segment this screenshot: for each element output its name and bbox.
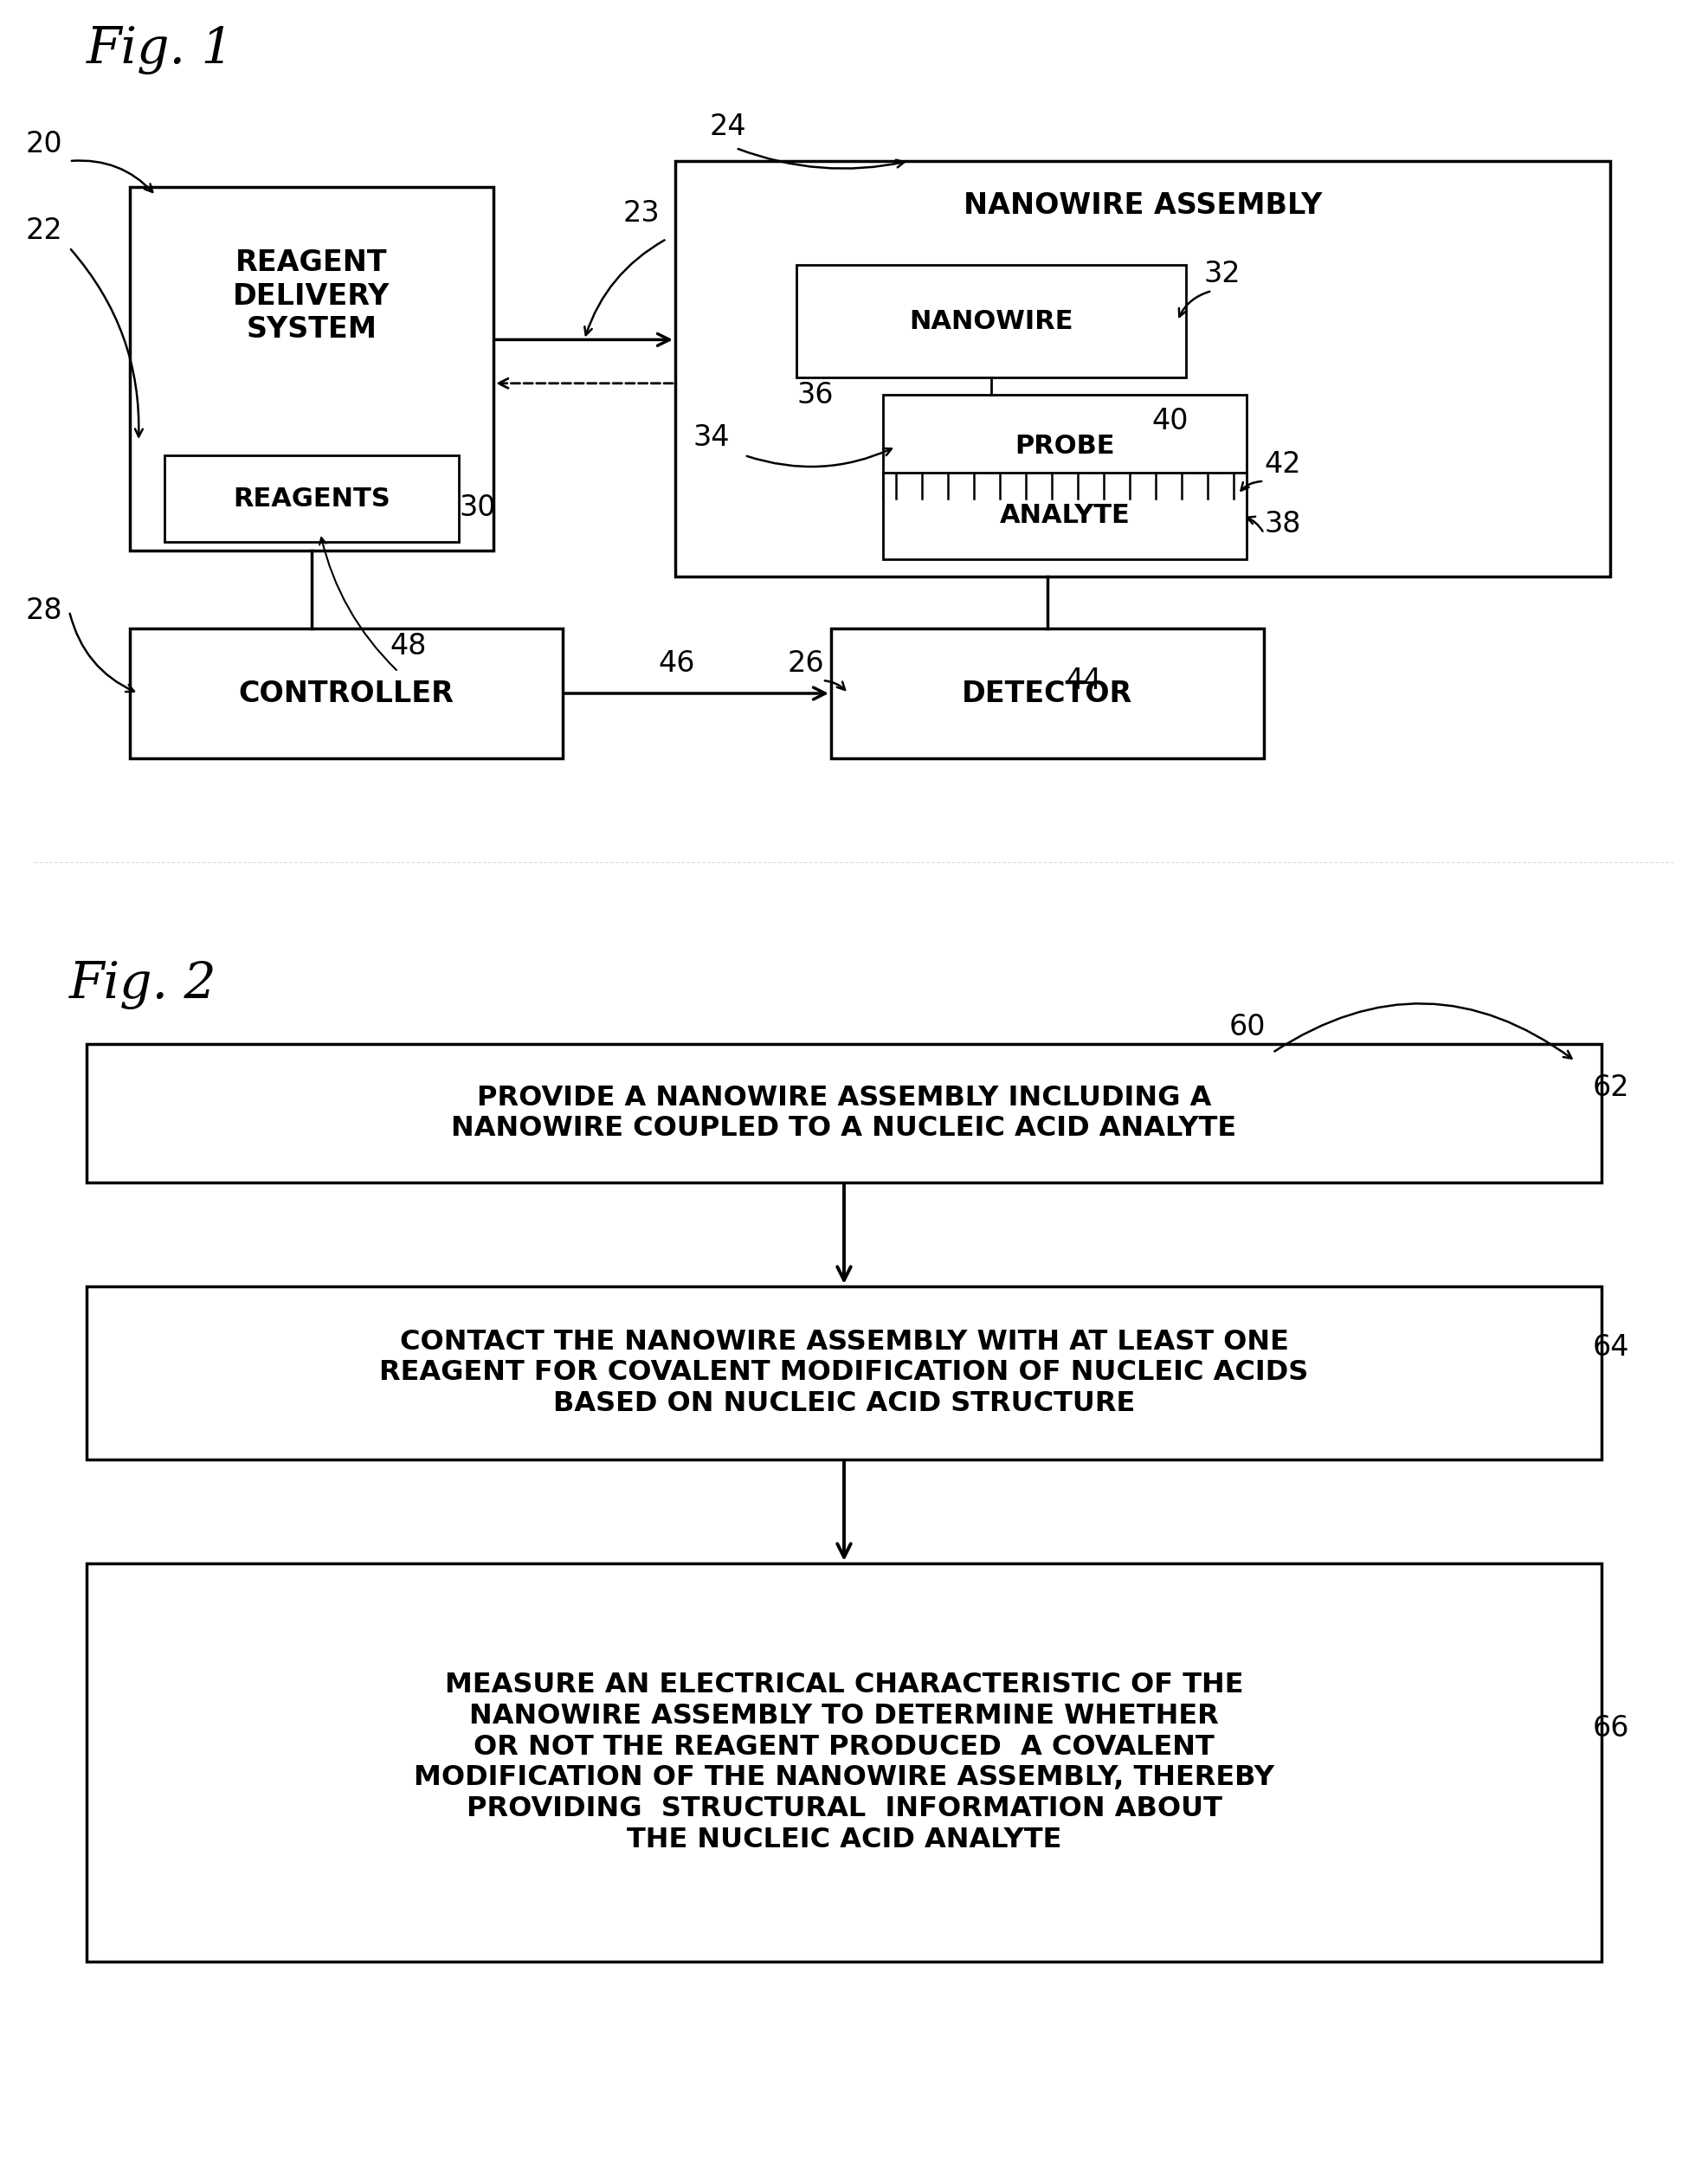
FancyBboxPatch shape	[883, 394, 1247, 499]
Text: DETECTOR: DETECTOR	[962, 680, 1132, 708]
Text: 44: 44	[1064, 666, 1102, 695]
Text: MEASURE AN ELECTRICAL CHARACTERISTIC OF THE
NANOWIRE ASSEMBLY TO DETERMINE WHETH: MEASURE AN ELECTRICAL CHARACTERISTIC OF …	[413, 1671, 1274, 1853]
Text: Fig. 1: Fig. 1	[87, 26, 234, 74]
FancyBboxPatch shape	[883, 473, 1247, 560]
Text: 46: 46	[658, 649, 695, 677]
Text: CONTROLLER: CONTROLLER	[239, 680, 454, 708]
Text: 34: 34	[692, 425, 729, 453]
Text: 48: 48	[389, 632, 427, 660]
FancyBboxPatch shape	[832, 629, 1264, 758]
Text: 36: 36	[796, 381, 834, 409]
Text: 32: 32	[1204, 259, 1240, 287]
Text: 28: 28	[26, 597, 63, 625]
Text: 20: 20	[26, 129, 63, 159]
FancyBboxPatch shape	[130, 187, 494, 551]
Text: Fig. 2: Fig. 2	[70, 960, 217, 1008]
FancyBboxPatch shape	[130, 629, 562, 758]
Text: 60: 60	[1230, 1013, 1266, 1041]
FancyBboxPatch shape	[675, 161, 1611, 577]
Text: PROVIDE A NANOWIRE ASSEMBLY INCLUDING A
NANOWIRE COUPLED TO A NUCLEIC ACID ANALY: PROVIDE A NANOWIRE ASSEMBLY INCLUDING A …	[451, 1085, 1237, 1141]
Text: NANOWIRE: NANOWIRE	[909, 309, 1073, 333]
Text: REAGENTS: REAGENTS	[232, 486, 391, 512]
FancyBboxPatch shape	[87, 1287, 1602, 1459]
Text: 42: 42	[1264, 449, 1301, 479]
FancyBboxPatch shape	[87, 1043, 1602, 1183]
Text: ANALYTE: ANALYTE	[999, 503, 1131, 529]
Text: PROBE: PROBE	[1015, 433, 1115, 460]
FancyBboxPatch shape	[164, 455, 459, 542]
FancyBboxPatch shape	[796, 266, 1185, 377]
Text: 23: 23	[623, 198, 661, 227]
Text: REAGENT
DELIVERY
SYSTEM: REAGENT DELIVERY SYSTEM	[232, 248, 389, 344]
Text: 30: 30	[459, 492, 495, 521]
Text: NANOWIRE ASSEMBLY: NANOWIRE ASSEMBLY	[963, 192, 1322, 220]
Text: 22: 22	[26, 216, 63, 244]
Text: 38: 38	[1264, 510, 1300, 538]
FancyBboxPatch shape	[87, 1564, 1602, 1962]
Text: 62: 62	[1594, 1074, 1629, 1102]
Text: 26: 26	[787, 649, 825, 677]
Text: CONTACT THE NANOWIRE ASSEMBLY WITH AT LEAST ONE
REAGENT FOR COVALENT MODIFICATIO: CONTACT THE NANOWIRE ASSEMBLY WITH AT LE…	[379, 1329, 1308, 1418]
Text: 40: 40	[1151, 407, 1189, 436]
Text: 64: 64	[1594, 1333, 1629, 1361]
Text: 24: 24	[711, 111, 746, 142]
Text: 66: 66	[1594, 1714, 1629, 1742]
